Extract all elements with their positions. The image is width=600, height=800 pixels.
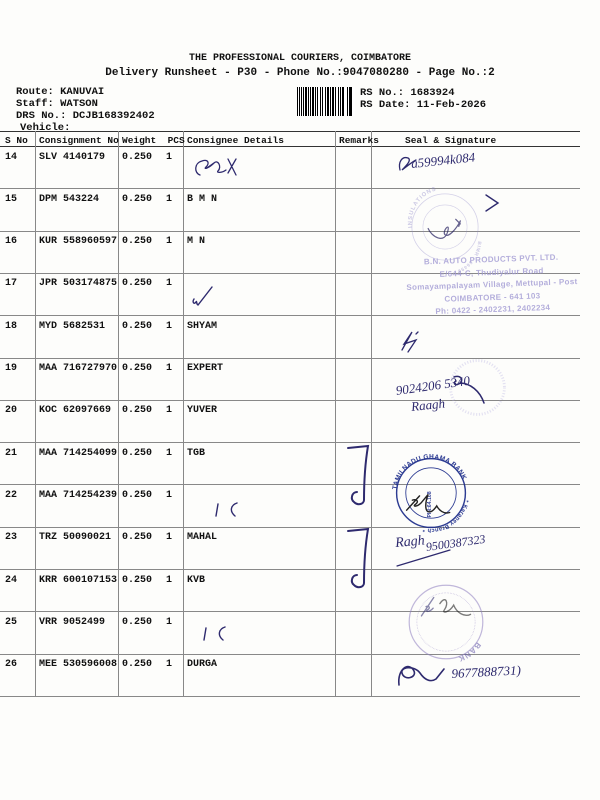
svg-text:TAMILNADU GHAMA BANK: TAMILNADU GHAMA BANK	[392, 454, 468, 491]
svg-text:BANK: BANK	[457, 641, 483, 664]
svg-text:INSULATIONS: INSULATIONS	[408, 186, 438, 228]
